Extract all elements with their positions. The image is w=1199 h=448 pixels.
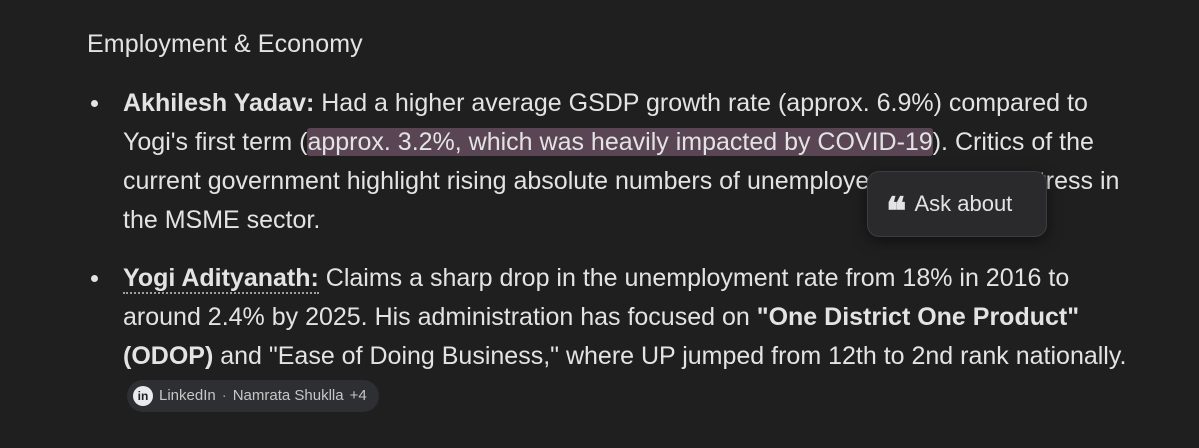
point-bold-text: "One District One Product" (ODOP) bbox=[123, 303, 1080, 370]
ask-about-button[interactable]: ❝ Ask about bbox=[867, 171, 1047, 237]
point-name-link[interactable]: Yogi Adityanath: bbox=[123, 264, 319, 294]
points-list: Akhilesh Yadav: Had a higher average GSD… bbox=[91, 84, 1151, 415]
selected-text-highlight[interactable]: approx. 3.2%, which was heavily impacted… bbox=[307, 128, 933, 156]
point-text: Had a higher average GSDP growth rate (a… bbox=[123, 89, 1088, 156]
source-site: LinkedIn bbox=[159, 387, 216, 404]
bullet-icon bbox=[91, 275, 98, 282]
list-item-akhilesh: Akhilesh Yadav: Had a higher average GSD… bbox=[91, 84, 1151, 240]
source-author: Namrata Shuklla bbox=[232, 387, 344, 404]
ask-about-label: Ask about bbox=[914, 191, 1013, 216]
bullet-icon bbox=[91, 100, 98, 107]
point-text: and "Ease of Doing Business," where UP j… bbox=[213, 342, 1127, 370]
source-separator: · bbox=[221, 387, 227, 404]
source-chip[interactable]: in LinkedIn · Namrata Shuklla +4 bbox=[127, 380, 379, 412]
list-item-yogi: Yogi Adityanath: Claims a sharp drop in … bbox=[91, 259, 1151, 415]
source-more-count: +4 bbox=[349, 387, 367, 404]
linkedin-icon: in bbox=[133, 386, 153, 406]
quote-icon: ❝ bbox=[886, 188, 907, 233]
point-name: Akhilesh Yadav: bbox=[123, 89, 315, 117]
point-text: Claims a sharp drop in the unemployment … bbox=[123, 264, 1070, 331]
section-heading: Employment & Economy bbox=[87, 30, 363, 58]
